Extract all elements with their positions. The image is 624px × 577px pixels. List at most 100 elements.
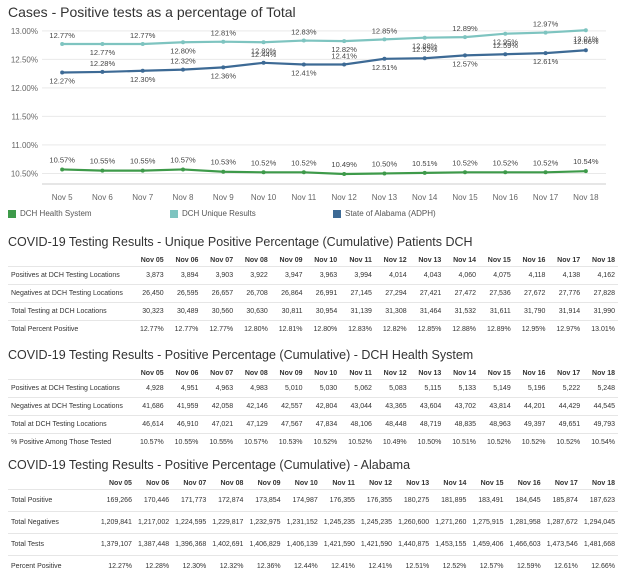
table-cell: 26,450 — [132, 283, 167, 302]
table-cell: 12.51% — [395, 554, 433, 577]
column-header: Nov 15 — [487, 256, 511, 264]
data-point — [60, 70, 65, 75]
data-point — [342, 62, 347, 67]
row-label: Positives at DCH Testing Locations — [8, 378, 132, 397]
column-header: Nov 13 — [418, 256, 442, 264]
table-cell: 41,959 — [166, 396, 202, 415]
table-cell: 12.77% — [132, 319, 167, 338]
data-point — [342, 172, 347, 177]
table-cell: 48,963 — [479, 414, 514, 433]
table-cell: 42,058 — [201, 396, 237, 415]
table-row: Total Positive 169,266 170,446 171,773 172,8… — [8, 488, 618, 511]
data-label: 10.52% — [251, 158, 277, 167]
data-point — [60, 41, 65, 46]
table-cell: 1,421,590 — [357, 532, 396, 555]
x-tick-label: Nov 18 — [573, 193, 599, 202]
table-cell: 4,014 — [374, 265, 410, 284]
table-cell: 49,793 — [583, 414, 618, 433]
legend-item-state-of-alabama[interactable]: State of Alabama (ADPH) — [333, 209, 436, 218]
chart-title: Cases - Positive tests as a percentage o… — [8, 4, 296, 20]
data-label: 12.77% — [90, 48, 116, 57]
data-label: 10.54% — [573, 157, 599, 166]
series-line — [62, 168, 586, 176]
data-label: 12.80% — [170, 46, 196, 55]
y-tick-label: 12.00% — [11, 84, 38, 93]
table-cell: 181,895 — [432, 488, 470, 511]
table-cell: 3,947 — [270, 265, 306, 284]
table-unique-dch: Nov 05 Nov 06 Nov 07 Nov 08 Nov 09 Nov 1… — [8, 255, 618, 338]
data-label: 12.30% — [130, 75, 156, 84]
table-cell: 3,922 — [236, 265, 271, 284]
table-cell: 10.50% — [409, 432, 445, 451]
column-header: Nov 06 — [175, 369, 199, 377]
table-cell: 48,719 — [409, 414, 445, 433]
table-cell: 31,790 — [513, 301, 549, 320]
table-cell: 1,232,975 — [246, 510, 284, 533]
column-header: Nov 07 — [210, 369, 234, 377]
column-header: Nov 05 — [140, 369, 164, 377]
y-tick-label: 11.00% — [11, 141, 38, 150]
table-cell: 12.88% — [444, 319, 480, 338]
table-cell: 26,991 — [305, 283, 341, 302]
row-label: Total at DCH Testing Locations — [8, 414, 132, 433]
data-point — [261, 40, 266, 45]
x-tick-label: Nov 13 — [372, 193, 398, 202]
column-header: Nov 08 — [244, 256, 268, 264]
table-row: Negatives at DCH Testing Locations 41,686… — [8, 396, 618, 415]
table-cell: 1,224,595 — [172, 510, 210, 533]
table-cell: 26,708 — [236, 283, 271, 302]
data-label: 12.41% — [291, 69, 317, 78]
table-cell: 4,060 — [444, 265, 480, 284]
column-header: Nov 11 — [349, 369, 372, 377]
table-cell: 1,379,107 — [97, 532, 135, 555]
table-cell: 30,489 — [166, 301, 202, 320]
table-cell: 12.80% — [236, 319, 271, 338]
table-cell: 1,421,590 — [320, 532, 358, 555]
data-point — [382, 56, 387, 61]
legend-item-dch-unique-results[interactable]: DCH Unique Results — [170, 209, 256, 218]
line-chart: 13.00% 12.50% 12.00% 11.50% 11.00% 10.50% Nov … — [11, 20, 606, 202]
table-cell: 4,983 — [236, 378, 271, 397]
table-cell: 1,459,406 — [469, 532, 507, 555]
column-header: Nov 14 — [453, 256, 477, 264]
table-cell: 10.53% — [270, 432, 306, 451]
x-tick-label: Nov 5 — [52, 193, 73, 202]
data-point — [221, 39, 226, 44]
column-header: Nov 12 — [369, 479, 393, 487]
legend-swatch — [8, 209, 16, 218]
table-cell: 12.57% — [469, 554, 507, 577]
table-cell: 27,672 — [513, 283, 549, 302]
table-cell: 48,835 — [444, 414, 480, 433]
table-cell: 5,083 — [374, 378, 410, 397]
row-label: Positives at DCH Testing Locations — [8, 265, 132, 284]
table-cell: 3,903 — [201, 265, 237, 284]
table-cell: 10.49% — [374, 432, 410, 451]
data-label: 12.32% — [170, 57, 196, 66]
table-cell: 12.27% — [97, 554, 135, 577]
table-cell: 12.28% — [134, 554, 173, 577]
table-cell: 12.77% — [201, 319, 237, 338]
table-row: Negatives at DCH Testing Locations 26,450… — [8, 283, 618, 302]
table-cell: 1,217,002 — [134, 510, 173, 533]
table-cell: 31,464 — [409, 301, 445, 320]
table-cell: 12.89% — [479, 319, 514, 338]
table-cell: 42,557 — [270, 396, 306, 415]
table-dch-health-system: Nov 05 Nov 06 Nov 07 Nov 08 Nov 09 Nov 1… — [8, 368, 618, 451]
data-label: 12.77% — [130, 31, 156, 40]
data-point — [503, 31, 508, 36]
y-tick-label: 10.50% — [11, 169, 38, 178]
table-cell: 180,275 — [395, 488, 433, 511]
data-point — [261, 170, 266, 175]
table-cell: 27,421 — [409, 283, 445, 302]
column-header: Nov 09 — [279, 256, 303, 264]
table-header-row: Nov 05 Nov 06 Nov 07 Nov 08 Nov 09 Nov 1… — [8, 368, 618, 379]
table-cell: 4,075 — [479, 265, 514, 284]
data-point — [140, 168, 145, 173]
legend-item-dch-health-system[interactable]: DCH Health System — [8, 209, 92, 218]
table-cell: 12.59% — [506, 554, 544, 577]
table-cell: 10.57% — [236, 432, 271, 451]
data-point — [583, 169, 588, 174]
table-title-alabama: COVID-19 Testing Results - Positive Perc… — [8, 458, 411, 472]
column-header: Nov 16 — [522, 369, 546, 377]
table-row: Total Testing at DCH Locations 30,323 30,4… — [8, 301, 618, 320]
